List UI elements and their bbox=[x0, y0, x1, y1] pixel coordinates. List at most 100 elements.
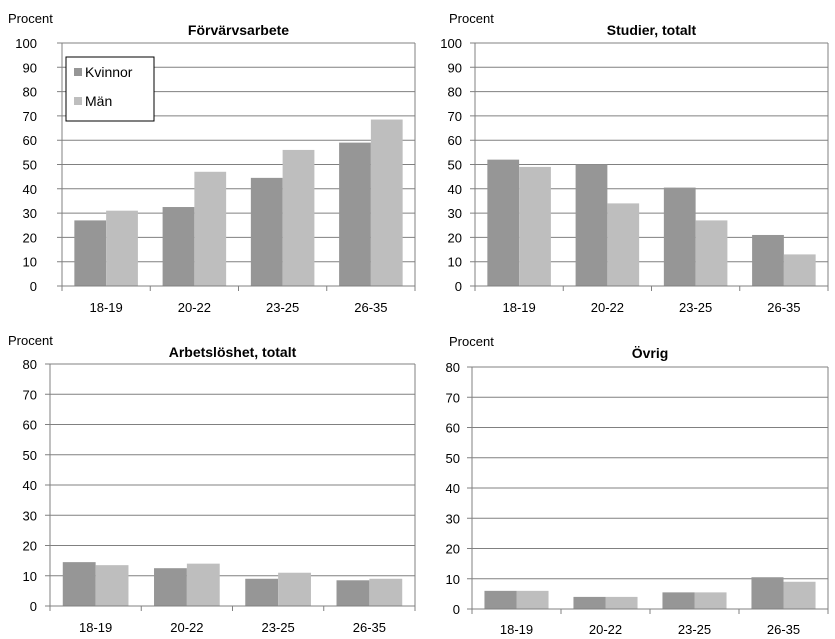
chart-3-bar-23-25-man bbox=[278, 572, 311, 606]
chart-1-ytick: 0 bbox=[30, 279, 37, 294]
chart-1-legend bbox=[65, 56, 155, 122]
chart-1-xtick: 26-35 bbox=[354, 300, 387, 315]
chart-4-bar-23-25-kvinnor bbox=[662, 592, 695, 609]
chart-3-ytick: 70 bbox=[23, 387, 37, 402]
chart-2-bar-18-19-man bbox=[519, 166, 551, 286]
chart-3-ytick: 0 bbox=[30, 599, 37, 614]
chart-4-xtick: 20-22 bbox=[589, 622, 622, 637]
chart-4-xtick: 18-19 bbox=[500, 622, 533, 637]
chart-1-ytick: 50 bbox=[23, 158, 37, 173]
chart-2-ytick: 50 bbox=[448, 158, 462, 173]
chart-1-bar-20-22-man bbox=[194, 171, 227, 286]
chart-4-ylabel: Procent bbox=[449, 334, 494, 349]
chart-3-xtick: 23-25 bbox=[262, 620, 295, 635]
chart-1-ytick: 30 bbox=[23, 206, 37, 221]
chart-2-ylabel: Procent bbox=[449, 11, 494, 26]
chart-4-bar-26-35-man bbox=[783, 581, 816, 609]
legend-swatch-man bbox=[74, 97, 82, 105]
chart-3-ytick: 60 bbox=[23, 418, 37, 433]
chart-4-ytick: 70 bbox=[446, 390, 460, 405]
chart-4-xtick: 26-35 bbox=[767, 622, 800, 637]
chart-1-bar-26-35-kvinnor bbox=[339, 142, 371, 286]
chart-1-title: Förvärvsarbete bbox=[188, 22, 289, 38]
chart-4-bar-23-25-man bbox=[694, 592, 727, 609]
chart-4-title: Övrig bbox=[632, 345, 669, 361]
legend-swatch-kvinnor bbox=[74, 68, 82, 76]
chart-3-bar-26-35-kvinnor bbox=[336, 580, 370, 606]
chart-2-bar-26-35-man bbox=[783, 254, 816, 286]
chart-3-ytick: 40 bbox=[23, 478, 37, 493]
chart-1-ytick: 90 bbox=[23, 60, 37, 75]
chart-1-bar-23-25-man bbox=[282, 149, 315, 286]
chart-3-title: Arbetslöshet, totalt bbox=[169, 344, 297, 360]
chart-3-ytick: 50 bbox=[23, 448, 37, 463]
chart-2-ytick: 70 bbox=[448, 109, 462, 124]
chart-4-ytick: 10 bbox=[446, 572, 460, 587]
chart-2-bar-23-25-man bbox=[695, 220, 728, 286]
chart-3-bar-20-22-man bbox=[186, 563, 220, 606]
chart-2-bar-20-22-kvinnor bbox=[575, 164, 608, 286]
chart-2-ytick: 10 bbox=[448, 255, 462, 270]
chart-3-ytick: 30 bbox=[23, 508, 37, 523]
chart-3-ytick: 20 bbox=[23, 539, 37, 554]
chart-2-ytick: 30 bbox=[448, 206, 462, 221]
chart-2-title: Studier, totalt bbox=[607, 22, 697, 38]
chart-1-xtick: 18-19 bbox=[90, 300, 123, 315]
chart-1-xtick: 23-25 bbox=[266, 300, 299, 315]
chart-2-xtick: 26-35 bbox=[767, 300, 800, 315]
chart-2-xtick: 18-19 bbox=[503, 300, 536, 315]
chart-1-ylabel: Procent bbox=[8, 11, 53, 26]
chart-4-bar-18-19-kvinnor bbox=[484, 590, 517, 609]
chart-1-ytick: 80 bbox=[23, 85, 37, 100]
chart-4-ytick: 0 bbox=[453, 602, 460, 617]
chart-2-bar-26-35-kvinnor bbox=[752, 234, 784, 286]
chart-3-bar-20-22-kvinnor bbox=[154, 568, 187, 606]
chart-4-xtick: 23-25 bbox=[678, 622, 711, 637]
chart-3-bar-26-35-man bbox=[369, 578, 403, 606]
chart-3-xtick: 20-22 bbox=[170, 620, 203, 635]
chart-2-ytick: 60 bbox=[448, 133, 462, 148]
chart-3-bar-18-19-kvinnor bbox=[62, 562, 96, 606]
chart-4-ytick: 30 bbox=[446, 511, 460, 526]
chart-2-ytick: 100 bbox=[440, 36, 462, 51]
legend-label-man: Män bbox=[85, 93, 112, 109]
chart-2-ytick: 90 bbox=[448, 60, 462, 75]
chart-4-ytick: 20 bbox=[446, 542, 460, 557]
chart-3-ytick: 10 bbox=[23, 569, 37, 584]
chart-4-bar-20-22-kvinnor bbox=[573, 596, 606, 609]
chart-1-bar-18-19-kvinnor bbox=[74, 220, 107, 286]
chart-2-bar-23-25-kvinnor bbox=[663, 187, 696, 286]
chart-3-ylabel: Procent bbox=[8, 333, 53, 348]
chart-1-ytick: 100 bbox=[15, 36, 37, 51]
chart-4-ytick: 40 bbox=[446, 481, 460, 496]
chart-4-bar-20-22-man bbox=[605, 596, 638, 609]
chart-4-ytick: 50 bbox=[446, 451, 460, 466]
chart-1-bar-26-35-man bbox=[370, 119, 403, 286]
chart-4-ytick: 80 bbox=[446, 360, 460, 375]
chart-2-ytick: 20 bbox=[448, 230, 462, 245]
chart-2-bar-18-19-kvinnor bbox=[487, 159, 520, 286]
chart-2-ytick: 40 bbox=[448, 182, 462, 197]
chart-3-xtick: 26-35 bbox=[353, 620, 386, 635]
chart-2-xtick: 23-25 bbox=[679, 300, 712, 315]
chart-4-bar-18-19-man bbox=[516, 590, 549, 609]
chart-1-bar-23-25-kvinnor bbox=[250, 177, 283, 286]
chart-3-bar-18-19-man bbox=[95, 565, 129, 606]
chart-4-bar-26-35-kvinnor bbox=[751, 577, 784, 609]
chart-1-ytick: 10 bbox=[23, 255, 37, 270]
chart-3-bar-23-25-kvinnor bbox=[245, 578, 279, 606]
chart-1-ytick: 20 bbox=[23, 230, 37, 245]
chart-2-bar-20-22-man bbox=[607, 203, 640, 286]
chart-3-ytick: 80 bbox=[23, 357, 37, 372]
chart-1-bar-20-22-kvinnor bbox=[162, 207, 195, 286]
chart-2-ytick: 0 bbox=[455, 279, 462, 294]
legend-label-kvinnor: Kvinnor bbox=[85, 64, 133, 80]
chart-3-xtick: 18-19 bbox=[79, 620, 112, 635]
chart-1-bar-18-19-man bbox=[106, 210, 138, 286]
chart-2-ytick: 80 bbox=[448, 85, 462, 100]
chart-1-ytick: 40 bbox=[23, 182, 37, 197]
chart-2-xtick: 20-22 bbox=[591, 300, 624, 315]
chart-1-ytick: 70 bbox=[23, 109, 37, 124]
chart-1-xtick: 20-22 bbox=[178, 300, 211, 315]
